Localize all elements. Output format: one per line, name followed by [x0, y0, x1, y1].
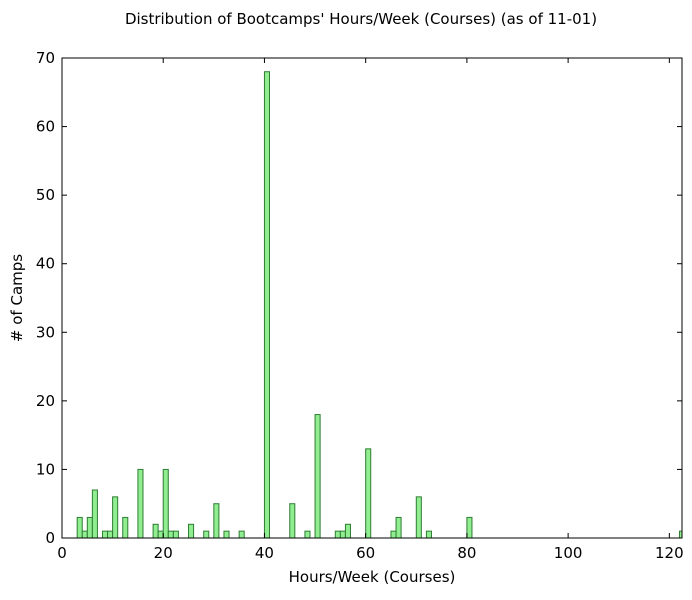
y-axis: 0 10 20 30 40 50 60 70: [36, 49, 682, 547]
y-tick-label: 30: [36, 323, 55, 341]
x-tick-label: 20: [154, 544, 173, 562]
x-tick-label: 120: [655, 544, 684, 562]
histogram-bar: [213, 503, 220, 539]
histogram-bar: [334, 530, 341, 539]
y-axis-label: # of Camps: [8, 254, 26, 342]
y-tick-label: 20: [36, 392, 55, 410]
x-tick-label: 40: [255, 544, 274, 562]
x-tick-label: 100: [554, 544, 583, 562]
y-tick-label: 40: [36, 255, 55, 273]
histogram-bar: [390, 530, 397, 539]
y-tick-label: 0: [45, 529, 55, 547]
histogram-bar: [172, 530, 179, 539]
histogram-bar: [203, 530, 210, 539]
histogram-bar: [344, 523, 351, 539]
histogram-bar: [101, 530, 109, 539]
bars-layer: [76, 71, 683, 539]
x-axis-label: Hours/Week (Courses): [289, 568, 456, 586]
histogram-bar: [425, 530, 432, 539]
chart-title: Distribution of Bootcamps' Hours/Week (C…: [125, 10, 597, 28]
x-tick-label: 0: [57, 544, 67, 562]
histogram-bar: [162, 468, 169, 539]
histogram-bar: [157, 530, 164, 539]
histogram-bar: [107, 530, 114, 539]
y-tick-label: 10: [36, 460, 55, 478]
histogram-bar: [466, 516, 473, 539]
histogram-bar: [167, 530, 174, 539]
histogram-bar: [304, 530, 311, 539]
x-tick-label: 60: [356, 544, 375, 562]
histogram-bar: [365, 448, 372, 539]
x-axis: 0 20 40 60 80 100 120: [57, 58, 684, 562]
histogram-bar: [263, 71, 271, 539]
histogram-bar: [91, 489, 98, 539]
histogram-bar: [81, 530, 88, 539]
histogram-bar: [122, 516, 129, 539]
histogram-bar: [289, 503, 296, 539]
histogram-bar: [76, 516, 83, 539]
histogram-bar: [137, 468, 144, 539]
y-tick-label: 50: [36, 186, 55, 204]
y-tick-label: 60: [36, 118, 55, 136]
histogram-bar: [314, 414, 321, 539]
histogram-bar: [395, 516, 402, 539]
histogram-bar: [112, 496, 119, 539]
y-tick-label: 70: [36, 49, 55, 67]
histogram-bar: [238, 530, 245, 539]
plot-frame: [61, 57, 683, 539]
histogram-bar: [152, 523, 159, 539]
histogram-bar: [223, 530, 230, 539]
histogram-bar: [188, 523, 195, 539]
histogram-bar: [415, 496, 422, 539]
histogram-bar: [86, 516, 93, 539]
x-tick-label: 80: [457, 544, 476, 562]
histogram-bar: [339, 530, 346, 539]
